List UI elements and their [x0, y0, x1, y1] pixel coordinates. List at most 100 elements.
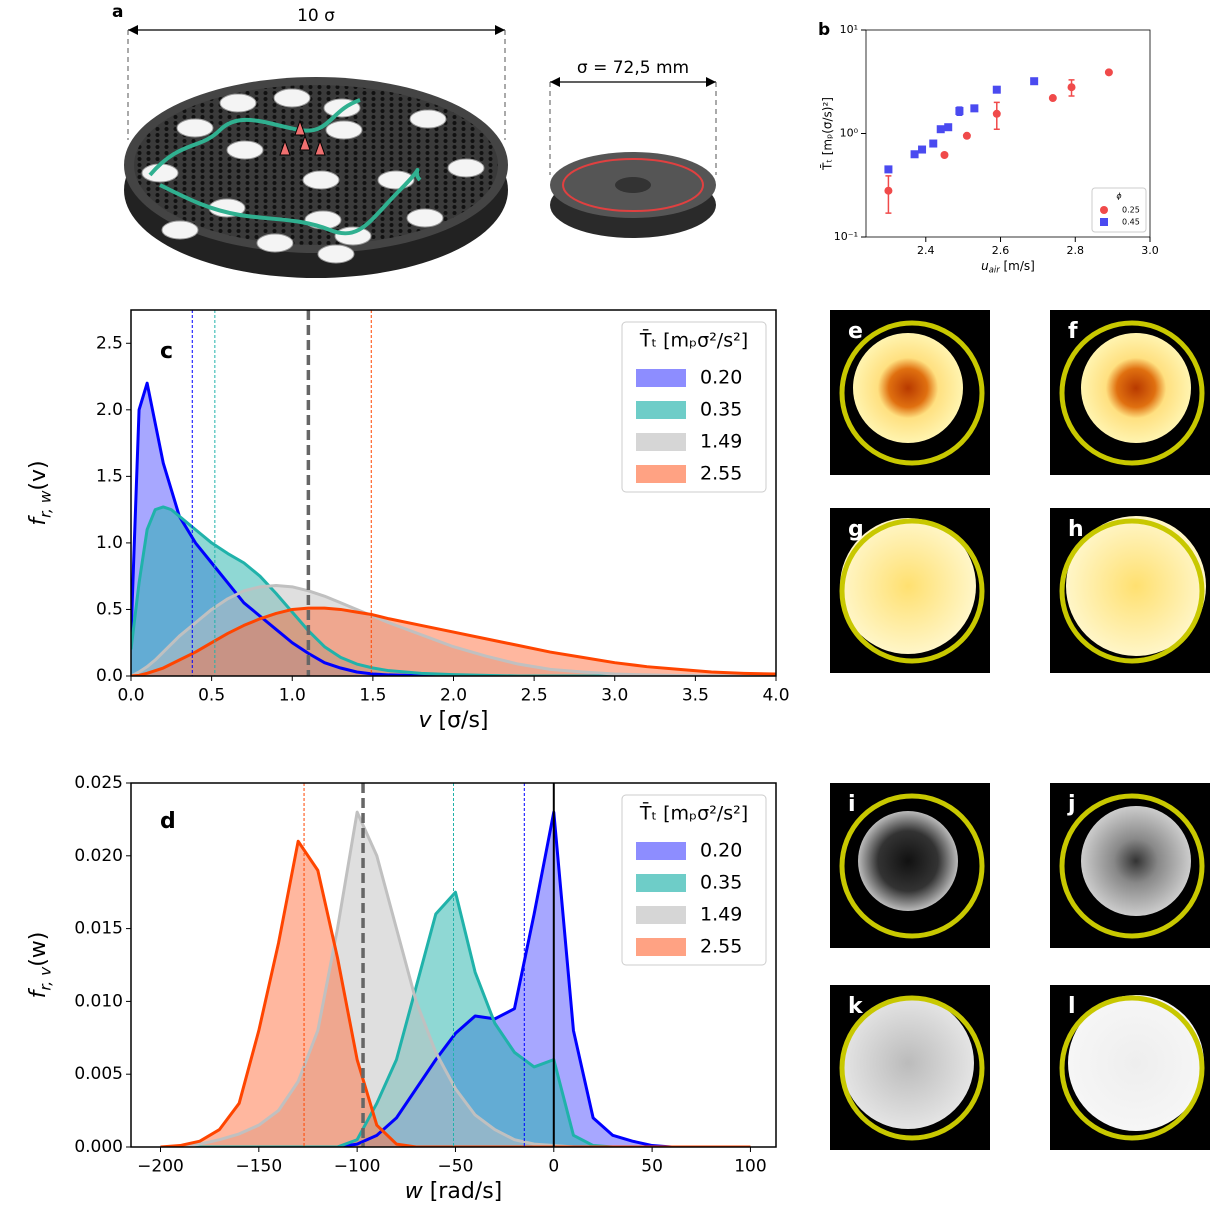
- y-tick-label: 10¹: [840, 23, 858, 36]
- heatmap-blob: [840, 518, 976, 654]
- boundary: [839, 320, 985, 466]
- airflow: [279, 119, 326, 156]
- x-tick-label: 3.0: [601, 685, 628, 705]
- legend-label: 2.55: [700, 936, 742, 958]
- label-main: v: [418, 708, 432, 733]
- legend-label: 1.49: [700, 431, 742, 453]
- legend-title: ϕ: [1116, 192, 1122, 201]
- panel-label: a: [112, 2, 123, 22]
- panel-label: l: [1068, 994, 1076, 1019]
- axis-label: v [σ/s]: [418, 708, 488, 733]
- y-tick-label: 0.005: [74, 1064, 123, 1084]
- label-main: f: [26, 987, 51, 998]
- dimension-label: 10 σ: [297, 6, 335, 26]
- label-sub: r, w: [36, 490, 54, 518]
- x-tick-label: 1.0: [279, 685, 306, 705]
- area-line: [160, 839, 751, 1147]
- marker: [940, 150, 949, 159]
- panel-label: b: [818, 20, 830, 40]
- marker: [955, 106, 964, 115]
- marker: [936, 125, 945, 134]
- illustration: a 10 σ σ = 72,5 mm: [112, 2, 717, 278]
- plot-area: [131, 310, 776, 676]
- label-main: u: [981, 259, 989, 273]
- axis-label: fr, v(w): [26, 932, 54, 999]
- y-tick-label: 1.0: [96, 533, 123, 553]
- y-tick-label: 0.000: [74, 1137, 123, 1157]
- x-tick-label: −50: [438, 1156, 474, 1176]
- legend-swatch: [636, 433, 686, 451]
- legend-swatch: [636, 874, 686, 892]
- panel-label: e: [848, 319, 863, 344]
- label-main: w: [405, 1179, 424, 1204]
- boundary: [839, 518, 985, 664]
- label-sub: air: [989, 264, 1000, 274]
- panel-label: c: [160, 339, 173, 364]
- x-tick-label: 4.0: [762, 685, 789, 705]
- label-rest: [m/s]: [1000, 259, 1035, 273]
- panel-label: k: [848, 994, 864, 1019]
- marker: [944, 123, 953, 132]
- particles: [141, 88, 485, 264]
- legend-swatch: [636, 465, 686, 483]
- y-tick-label: 10⁻¹: [834, 230, 858, 243]
- x-tick-label: 2.4: [917, 244, 935, 257]
- panel-label: f: [1068, 319, 1078, 344]
- panel-label: h: [1068, 517, 1084, 542]
- y-tick-label: 0.5: [96, 599, 123, 619]
- area-line: [131, 583, 776, 676]
- boundary: [1059, 793, 1205, 939]
- marker: [929, 139, 938, 148]
- marker: [1048, 94, 1057, 103]
- heatmap-blob: [1068, 995, 1204, 1131]
- axis-label: w [rad/s]: [405, 1179, 503, 1204]
- y-tick-label: 10⁰: [840, 127, 859, 140]
- legend-swatch: [636, 842, 686, 860]
- marker: [910, 150, 919, 159]
- x-tick-label: 0: [548, 1156, 559, 1176]
- y-tick-label: 0.020: [74, 846, 123, 866]
- marker: [1104, 68, 1113, 77]
- label-rest: [rad/s]: [423, 1179, 503, 1204]
- rotation-arrow: [562, 158, 704, 212]
- area-line: [131, 606, 776, 676]
- heatmap-blob: [853, 333, 963, 443]
- x-tick-label: 1.5: [359, 685, 386, 705]
- marker: [1030, 77, 1039, 86]
- axes-frame: [130, 782, 777, 1148]
- heatmap-blob: [858, 811, 958, 911]
- legend-swatch: [636, 906, 686, 924]
- axes-frame: [130, 309, 777, 677]
- y-tick-label: 2.5: [96, 333, 123, 353]
- area-line: [131, 505, 776, 676]
- legend-title: T̄ₜ [mₚσ²/s²]: [639, 327, 748, 351]
- x-tick-label: 3.0: [1141, 244, 1159, 257]
- x-tick-label: 0.0: [117, 685, 144, 705]
- x-tick-label: −100: [334, 1156, 381, 1176]
- legend-label: 2.55: [700, 463, 742, 485]
- y-tick-label: 2.0: [96, 400, 123, 420]
- x-tick-label: −150: [235, 1156, 282, 1176]
- label-rest: (w): [26, 932, 51, 967]
- area-fill: [131, 608, 776, 676]
- axis-label: uair [m/s]: [981, 259, 1035, 275]
- marker: [970, 104, 979, 113]
- area-fill: [160, 892, 751, 1147]
- plot-area: [160, 783, 751, 1147]
- marker: [918, 145, 927, 154]
- legend-label: 1.49: [700, 904, 742, 926]
- x-tick-label: 2.0: [440, 685, 467, 705]
- panel-label: i: [848, 792, 856, 817]
- x-tick-label: 2.8: [1067, 244, 1085, 257]
- boundary: [1059, 320, 1205, 466]
- x-tick-label: 0.5: [198, 685, 225, 705]
- legend-label: 0.35: [700, 399, 742, 421]
- axes-frame: [865, 29, 1151, 238]
- y-tick-label: 0.025: [74, 773, 123, 793]
- marker: [884, 165, 893, 174]
- y-tick-label: 0.015: [74, 919, 123, 939]
- legend-label: 0.35: [700, 872, 742, 894]
- legend-label: 0.20: [700, 367, 742, 389]
- area-line: [160, 890, 751, 1147]
- legend-title: T̄ₜ [mₚσ²/s²]: [639, 800, 748, 824]
